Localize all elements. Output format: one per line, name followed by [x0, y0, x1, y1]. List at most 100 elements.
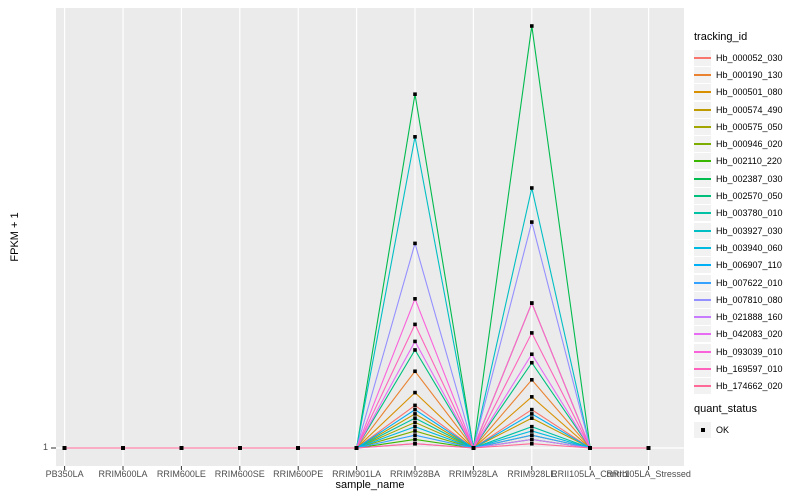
legend-key-box	[694, 170, 711, 187]
legend-item-Hb_002110_220: Hb_002110_220	[694, 153, 783, 170]
data-point	[530, 186, 534, 190]
legend-key-line-icon	[694, 143, 711, 146]
legend-item-Hb_006907_110: Hb_006907_110	[694, 257, 783, 274]
legend-item-Hb_007622_010: Hb_007622_010	[694, 274, 783, 291]
x-tick-label: RRIM600LA	[98, 469, 148, 479]
legend-item-Hb_000946_020: Hb_000946_020	[694, 135, 783, 153]
legend-item-Hb_003927_030: Hb_003927_030	[694, 222, 783, 239]
data-point	[530, 441, 534, 446]
data-point	[530, 433, 534, 438]
legend-item-Hb_093039_010: Hb_093039_010	[694, 343, 783, 360]
data-point	[413, 92, 417, 97]
data-point	[588, 446, 592, 450]
legend-item-label: Hb_003927_030	[716, 225, 783, 236]
legend-item-label: Hb_000574_490	[716, 104, 783, 115]
data-point	[296, 446, 300, 450]
data-point	[413, 390, 417, 395]
data-point	[413, 339, 417, 344]
legend-item-quant-ok: OK	[694, 421, 729, 438]
data-point	[62, 446, 67, 450]
legend-key-box	[694, 136, 711, 153]
legend-item-Hb_000052_030: Hb_000052_030	[694, 49, 783, 66]
x-tick-label: RRIM600PE	[273, 469, 324, 479]
legend-key-line-icon	[694, 212, 711, 215]
legend-item-Hb_007810_080: Hb_007810_080	[694, 291, 783, 308]
legend-item-label: Hb_000501_080	[716, 87, 783, 98]
plot-panel	[56, 8, 684, 466]
legend-item-Hb_042083_020: Hb_042083_020	[694, 326, 783, 343]
legend-title-quant-status: quant_status	[694, 403, 757, 415]
legend-item-Hb_002570_050: Hb_002570_050	[694, 187, 783, 205]
y-tick-label: 1	[42, 442, 48, 452]
x-tick-label: RRIM600SE	[214, 469, 265, 479]
data-point	[413, 416, 417, 420]
legend-item-label: OK	[716, 424, 730, 435]
legend-key-line-icon	[694, 125, 711, 128]
legend-item-label: Hb_003780_010	[716, 208, 783, 219]
data-point	[530, 220, 534, 224]
x-tick-label: RRIM928LA	[448, 469, 498, 479]
data-point	[179, 446, 184, 450]
x-tick-label: RRII105LA_Control	[551, 469, 630, 479]
legend-key-box	[694, 378, 711, 395]
legend-key-box	[694, 222, 711, 239]
legend-item-Hb_003780_010: Hb_003780_010	[694, 205, 783, 222]
legend-key-line-icon	[694, 108, 711, 111]
data-point	[413, 241, 417, 246]
legend-item-Hb_169597_010: Hb_169597_010	[694, 360, 783, 377]
data-point	[413, 407, 417, 412]
legend-key-line-icon	[694, 281, 711, 284]
data-point	[530, 407, 534, 412]
data-point	[530, 360, 534, 365]
legend-key-box	[694, 343, 711, 360]
legend-key-box	[694, 326, 711, 343]
y-axis-title: FPKM + 1	[9, 212, 21, 262]
data-point	[413, 403, 417, 408]
legend-key-line-icon	[694, 264, 711, 267]
legend-key-line-icon	[694, 195, 711, 198]
legend-item-Hb_000501_080: Hb_000501_080	[694, 84, 783, 101]
data-point	[413, 348, 417, 352]
legend-key-box	[694, 84, 711, 101]
legend-key-box	[694, 118, 711, 135]
legend-key-line-icon	[694, 56, 711, 59]
data-point	[413, 369, 417, 374]
legend-item-Hb_002387_030: Hb_002387_030	[694, 170, 783, 187]
data-point	[413, 441, 417, 446]
legend-item-label: Hb_093039_010	[716, 346, 783, 357]
legend-key-box	[694, 291, 711, 308]
data-point	[530, 24, 534, 28]
legend-title-tracking-id: tracking_id	[694, 31, 748, 43]
legend-key-line-icon	[694, 246, 711, 249]
data-point	[413, 424, 417, 429]
legend-key-line-icon	[694, 73, 711, 76]
legend-key-box	[694, 188, 711, 205]
x-axis-title: sample_name	[335, 479, 405, 491]
legend-item-Hb_174662_020: Hb_174662_020	[694, 378, 783, 395]
data-point	[530, 331, 534, 335]
legend-item-label: Hb_002387_030	[716, 173, 783, 184]
data-point	[413, 420, 417, 425]
legend-item-label: Hb_007622_010	[716, 277, 783, 288]
data-point	[471, 446, 476, 450]
legend-item-Hb_000575_050: Hb_000575_050	[694, 118, 783, 135]
legend-key-line-icon	[694, 298, 711, 301]
data-point	[413, 297, 417, 301]
legend-key-box	[694, 360, 711, 377]
data-point	[238, 446, 242, 450]
legend-key-box	[694, 274, 711, 291]
legend-item-label: Hb_006907_110	[716, 260, 782, 271]
legend-key-line-icon	[694, 367, 711, 370]
legend-item-Hb_003940_060: Hb_003940_060	[694, 239, 783, 256]
data-point	[530, 429, 534, 433]
data-point	[413, 429, 417, 433]
legend-key-box	[694, 153, 711, 170]
legend-item-label: Hb_007810_080	[716, 294, 783, 305]
data-point	[530, 412, 534, 416]
legend-key-box	[694, 257, 711, 274]
data-point	[413, 433, 417, 438]
data-point	[413, 322, 417, 327]
data-point	[354, 446, 359, 450]
data-point	[530, 416, 534, 420]
